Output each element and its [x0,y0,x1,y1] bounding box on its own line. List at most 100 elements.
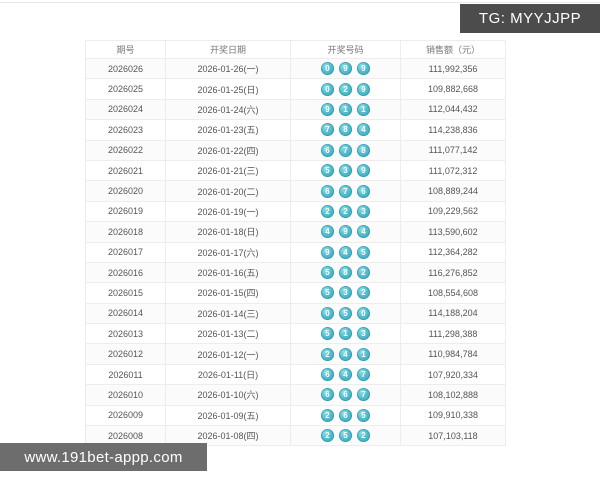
lottery-ball: 0 [357,306,370,320]
lottery-ball: 3 [339,164,352,178]
lottery-ball: 5 [321,164,334,178]
top-divider [0,2,600,3]
lottery-ball: 1 [339,102,352,116]
lottery-ball: 2 [339,82,352,96]
issue-cell: 2026008 [85,425,166,447]
lottery-ball: 9 [321,245,334,259]
sales-cell: 109,910,338 [400,404,506,427]
lottery-ball: 8 [339,266,352,280]
lottery-ball: 5 [357,408,370,422]
sales-cell: 107,103,118 [400,425,506,447]
issue-cell: 2026024 [85,98,166,121]
issue-cell: 2026012 [85,343,166,365]
issue-cell: 2026026 [85,57,166,80]
lottery-ball: 9 [339,62,352,76]
date-cell: 2026-01-19(一) [165,200,291,223]
website-url-label: www.191bet-appp.com [24,448,183,466]
date-cell: 2026-01-09(五) [165,404,291,427]
date-cell: 2026-01-10(六) [165,384,291,406]
date-cell: 2026-01-25(日) [165,78,291,100]
lottery-ball: 9 [339,225,352,239]
sales-cell: 114,238,836 [400,119,506,141]
sales-cell: 111,992,356 [400,57,506,80]
lottery-ball: 3 [339,286,352,300]
lottery-ball: 6 [339,388,352,402]
issue-cell: 2026009 [85,404,166,427]
sales-cell: 112,044,432 [400,98,506,121]
issue-cell: 2026010 [85,384,166,406]
lottery-ball: 8 [339,123,352,137]
date-cell: 2026-01-15(四) [165,282,291,304]
lottery-ball: 1 [339,327,352,341]
lottery-ball: 2 [357,286,370,300]
lottery-ball: 4 [357,123,370,137]
lottery-ball: 2 [357,429,370,443]
lottery-ball: 5 [357,245,370,259]
table-header-row: 期号 开奖日期 开奖号码 销售额（元） [85,40,506,59]
issue-cell: 2026022 [85,139,166,161]
date-cell: 2026-01-14(三) [165,302,291,325]
header-draw-numbers: 开奖号码 [290,40,401,59]
sales-cell: 111,077,142 [400,139,506,161]
lottery-ball: 7 [357,388,370,402]
lottery-ball: 6 [321,184,334,198]
sales-cell: 107,920,334 [400,363,506,386]
sales-cell: 113,590,602 [400,221,506,243]
date-cell: 2026-01-12(一) [165,343,291,365]
issue-cell: 2026018 [85,221,166,243]
telegram-contact-label: TG: MYYJJPP [478,10,582,27]
lottery-ball: 0 [321,82,334,96]
telegram-contact-badge: TG: MYYJJPP [460,4,600,33]
issue-cell: 2026020 [85,180,166,202]
lottery-ball: 9 [321,102,334,116]
issue-cell: 2026014 [85,302,166,325]
issue-cell: 2026017 [85,241,166,263]
header-issue: 期号 [85,40,166,59]
lottery-ball: 9 [357,62,370,76]
issue-cell: 2026015 [85,282,166,304]
lottery-ball: 6 [339,408,352,422]
lottery-ball: 7 [357,368,370,382]
date-cell: 2026-01-11(日) [165,363,291,386]
lottery-ball: 1 [357,102,370,116]
date-cell: 2026-01-23(五) [165,119,291,141]
sales-cell: 108,554,608 [400,282,506,304]
sales-cell: 108,889,244 [400,180,506,202]
sales-cell: 111,298,388 [400,323,506,345]
lottery-ball: 5 [339,306,352,320]
lottery-ball: 9 [357,82,370,96]
lottery-ball: 6 [321,143,334,157]
issue-cell: 2026025 [85,78,166,100]
lottery-ball: 2 [321,408,334,422]
date-cell: 2026-01-17(六) [165,241,291,263]
date-cell: 2026-01-21(三) [165,159,291,182]
lottery-ball: 9 [357,164,370,178]
lottery-ball: 5 [339,429,352,443]
date-cell: 2026-01-08(四) [165,425,291,447]
sales-cell: 116,276,852 [400,261,506,284]
lottery-ball: 4 [321,225,334,239]
lottery-ball: 0 [321,306,334,320]
lottery-ball: 1 [357,347,370,361]
issue-cell: 2026013 [85,323,166,345]
lottery-ball: 2 [357,266,370,280]
lottery-ball: 6 [357,184,370,198]
lottery-ball: 7 [321,123,334,137]
header-sales-amount: 销售额（元） [400,40,506,59]
date-cell: 2026-01-22(四) [165,139,291,161]
